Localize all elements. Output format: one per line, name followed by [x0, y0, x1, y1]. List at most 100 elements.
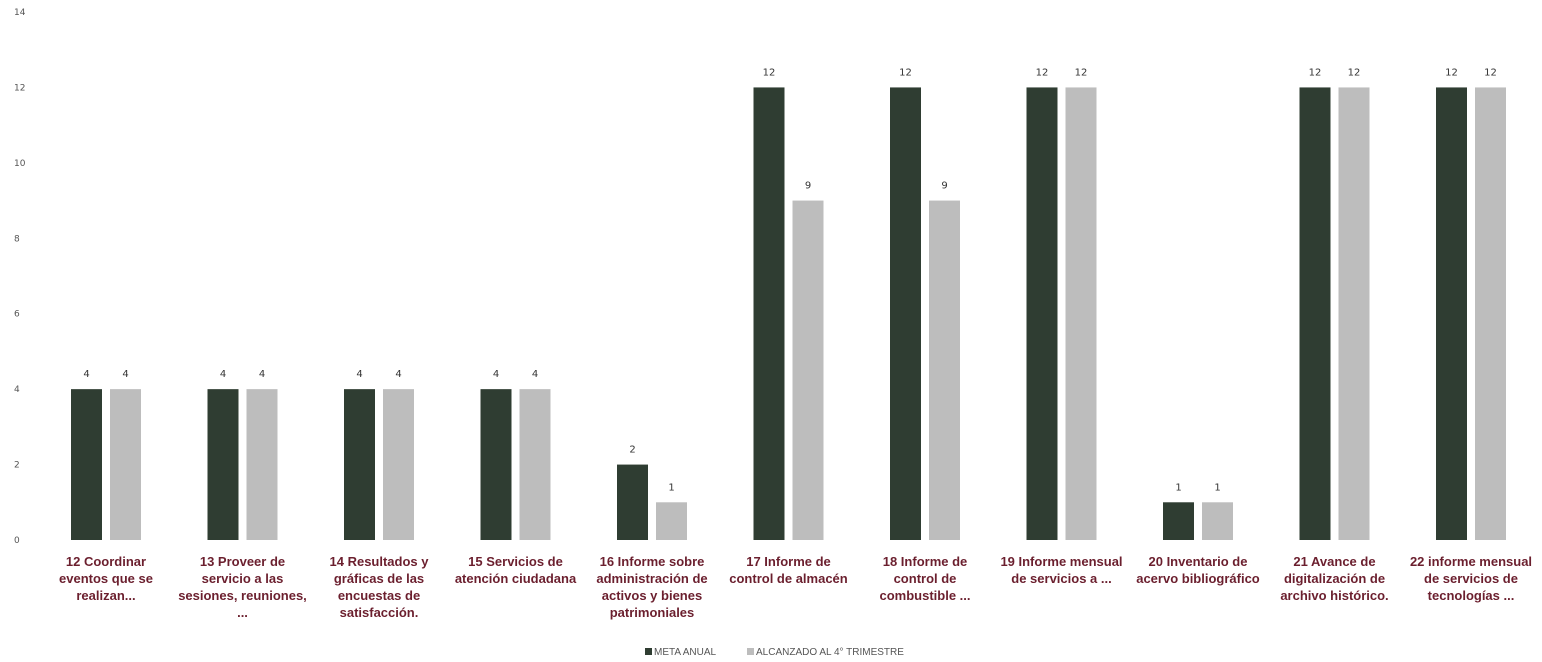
x-tick-label-line: sesiones, reuniones, [178, 588, 307, 603]
bar [207, 389, 239, 540]
legend-swatch-meta-anual [645, 648, 652, 655]
bar [519, 389, 551, 540]
bar [383, 389, 414, 540]
data-label: 4 [395, 369, 401, 380]
bar [1436, 87, 1467, 540]
x-tick-label-line: 17 Informe de [746, 554, 831, 569]
x-tick-label: 22 informe mensual de servicios de tecnolo… [1410, 554, 1532, 603]
x-tick-label-line: patrimoniales [610, 605, 695, 620]
x-tick-label-line: 21 Avance de [1293, 554, 1375, 569]
x-tick-label-line: satisfacción. [340, 605, 419, 620]
x-tick-label: 19 Informe mensual de servicios a ... [1000, 554, 1122, 586]
data-label: 9 [941, 181, 947, 192]
x-tick-label-line: 20 Inventario de [1149, 554, 1248, 569]
data-label: 4 [83, 369, 89, 380]
x-axis-labels: 12 Coordinar eventos que se realizan... 13 … [59, 554, 1532, 620]
bar [246, 389, 278, 540]
bar [753, 87, 785, 540]
bar [890, 87, 921, 540]
x-tick-label-line: control de [894, 571, 957, 586]
data-label: 1 [1214, 482, 1220, 493]
x-tick-label: 21 Avance de digitalización de archivo his… [1280, 554, 1388, 603]
x-tick-label-line: atención ciudadana [455, 571, 577, 586]
bars [71, 87, 1506, 541]
x-tick-label: 14 Resultados y gráficas de las encuestas … [330, 554, 430, 620]
data-label: 12 [1484, 67, 1497, 78]
x-tick-label-line: 18 Informe de [883, 554, 968, 569]
x-tick-label-line: administración de [596, 571, 707, 586]
data-label: 2 [629, 445, 635, 456]
y-tick-label: 12 [14, 83, 25, 93]
bar [1163, 502, 1194, 540]
x-tick-label: 12 Coordinar eventos que se realizan... [59, 554, 153, 603]
x-tick-label-line: ... [237, 605, 248, 620]
data-label: 4 [122, 369, 128, 380]
x-tick-label-line: de servicios a ... [1011, 571, 1111, 586]
legend-label-meta-anual: META ANUAL [654, 647, 716, 658]
y-tick-label: 8 [14, 234, 20, 244]
bar [1026, 87, 1058, 540]
y-tick-label: 14 [14, 8, 26, 18]
x-tick-label: 15 Servicios de atención ciudadana [455, 554, 577, 586]
bar [617, 464, 648, 540]
data-label: 1 [1175, 482, 1181, 493]
y-axis: 0 2 4 6 8 10 12 14 [14, 8, 26, 546]
x-tick-label-line: 19 Informe mensual [1000, 554, 1122, 569]
x-tick-label-line: activos y bienes [602, 588, 702, 603]
x-tick-label-line: acervo bibliográfico [1136, 571, 1260, 586]
data-label: 4 [356, 369, 362, 380]
y-tick-label: 0 [14, 536, 20, 546]
data-labels: 4 4 4 4 4 4 4 4 2 1 12 9 12 9 12 12 1 1 12 12 12 12 [83, 67, 1497, 493]
bar [110, 389, 141, 540]
data-label: 12 [1036, 67, 1049, 78]
x-tick-label-line: de servicios de [1424, 571, 1518, 586]
x-tick-label-line: combustible ... [879, 588, 970, 603]
legend: META ANUAL ALCANZADO AL 4° TRIMESTRE [645, 647, 904, 658]
x-tick-label: 18 Informe de control de combustible ... [879, 554, 970, 603]
bar [1338, 87, 1370, 540]
x-tick-label-line: encuestas de [338, 588, 420, 603]
x-tick-label-line: realizan... [76, 588, 135, 603]
x-tick-label-line: archivo histórico. [1280, 588, 1388, 603]
data-label: 12 [1445, 67, 1458, 78]
x-tick-label: 20 Inventario de acervo bibliográfico [1136, 554, 1260, 586]
legend-label-alcanzado: ALCANZADO AL 4° TRIMESTRE [756, 647, 904, 658]
y-tick-label: 4 [14, 385, 20, 395]
bar [480, 389, 512, 540]
y-tick-label: 10 [14, 159, 26, 169]
bar [929, 200, 960, 541]
data-label: 12 [1348, 67, 1361, 78]
data-label: 12 [763, 67, 776, 78]
x-tick-label-line: 15 Servicios de [468, 554, 563, 569]
y-tick-label: 2 [14, 461, 20, 471]
x-tick-label-line: 14 Resultados y [330, 554, 430, 569]
data-label: 12 [1075, 67, 1088, 78]
bar [1065, 87, 1097, 540]
data-label: 12 [1309, 67, 1322, 78]
data-label: 12 [899, 67, 912, 78]
bar [344, 389, 375, 540]
data-label: 1 [668, 482, 674, 493]
x-tick-label-line: 12 Coordinar [66, 554, 146, 569]
x-tick-label-line: eventos que se [59, 571, 153, 586]
x-tick-label-line: 13 Proveer de [200, 554, 285, 569]
x-tick-label-line: tecnologías ... [1428, 588, 1515, 603]
bar [1475, 87, 1506, 540]
x-tick-label: 13 Proveer de servicio a las sesiones, reu… [178, 554, 307, 620]
x-tick-label: 16 Informe sobre administración de activos… [596, 554, 707, 620]
x-tick-label-line: control de almacén [729, 571, 848, 586]
bar [1299, 87, 1331, 540]
data-label: 9 [805, 181, 811, 192]
bar [1202, 502, 1233, 540]
x-tick-label: 17 Informe de control de almacén [729, 554, 848, 586]
x-tick-label-line: digitalización de [1284, 571, 1385, 586]
x-tick-label-line: gráficas de las [334, 571, 424, 586]
bar [656, 502, 687, 540]
legend-swatch-alcanzado [747, 648, 754, 655]
bar [71, 389, 102, 540]
x-tick-label-line: 22 informe mensual [1410, 554, 1532, 569]
x-tick-label-line: 16 Informe sobre [600, 554, 705, 569]
data-label: 4 [493, 369, 499, 380]
y-tick-label: 6 [14, 310, 20, 320]
